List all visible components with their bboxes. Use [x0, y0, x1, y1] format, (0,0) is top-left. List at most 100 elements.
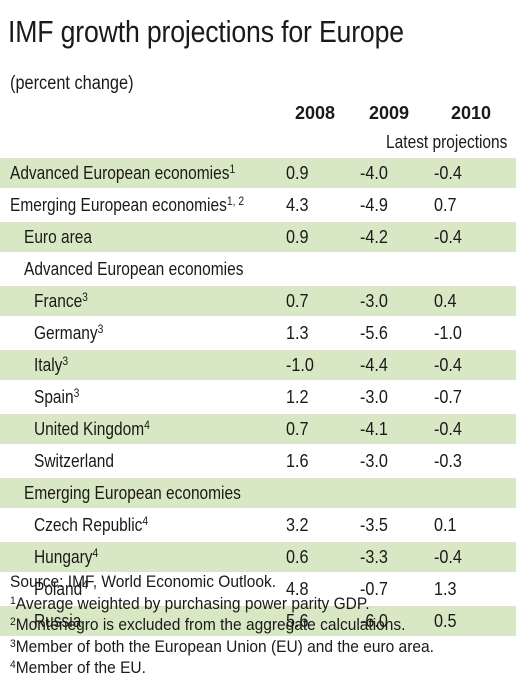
row-label-text: Poland4	[34, 577, 88, 599]
value-cell: 0.7	[278, 412, 352, 445]
value-cell: 1.3	[426, 572, 516, 605]
value-cell: -0.7	[352, 572, 426, 605]
cell-value: -5.6	[360, 322, 388, 343]
table-row: Spain3 1.2 -3.0 -0.7	[0, 380, 516, 413]
row-label-text: Czech Republic4	[34, 513, 149, 535]
source-note: Source: IMF, World Economic Outlook.	[10, 572, 434, 594]
cell-value: -6.0	[360, 610, 388, 631]
value-cell: -4.1	[352, 412, 426, 445]
row-label: United Kingdom4	[0, 412, 278, 445]
cell-value: 1.6	[286, 450, 309, 471]
cell-value: -3.0	[360, 450, 388, 471]
footnote-mark: 3	[82, 289, 88, 304]
row-label: Germany3	[0, 316, 278, 349]
footnote-mark: 4	[144, 417, 150, 432]
footnote-mark: 4	[142, 513, 149, 528]
footnote: 4Member of the EU.	[10, 658, 434, 680]
cell-value: -0.4	[434, 226, 462, 247]
cell-value: -3.0	[360, 290, 388, 311]
cell-value: -3.0	[360, 386, 388, 407]
value-cell	[278, 252, 352, 285]
table-row: Advanced European economies	[0, 252, 516, 285]
header-spacer	[0, 98, 278, 128]
table-row: Italy3 -1.0 -4.4 -0.4	[0, 348, 516, 381]
cell-value: 1.2	[286, 386, 309, 407]
footnote-text: Member of both the European Union (EU) a…	[15, 637, 434, 656]
column-header: 2009	[368, 102, 410, 123]
value-cell: 5.6	[278, 604, 352, 636]
footnote-text: Average weighted by purchasing power par…	[15, 594, 370, 613]
value-cell: 0.1	[426, 508, 516, 541]
footnote-mark: 1	[229, 161, 236, 176]
footnote-text: Montenegro is excluded from the aggregat…	[15, 616, 406, 634]
footnote: 3Member of both the European Union (EU) …	[10, 637, 434, 659]
cell-value: -4.2	[360, 226, 388, 247]
value-cell: 0.6	[278, 540, 352, 573]
value-cell: 4.8	[278, 572, 352, 605]
footnotes: Source: IMF, World Economic Outlook. 1Ave…	[10, 572, 461, 680]
value-cell: -0.7	[426, 380, 516, 413]
cell-value: -1.0	[434, 322, 462, 343]
subtitle: (percent change)	[10, 73, 134, 94]
value-cell: 3.2	[278, 508, 352, 541]
value-cell	[426, 476, 516, 509]
cell-value: 0.5	[434, 610, 457, 631]
value-cell: 0.5	[426, 604, 516, 636]
footnote-number: 1	[10, 594, 16, 607]
value-cell: 0.9	[278, 220, 352, 253]
row-label: Czech Republic4	[0, 508, 278, 541]
table-row: Germany3 1.3 -5.6 -1.0	[0, 316, 516, 349]
table-row: Hungary4 0.6 -3.3 -0.4	[0, 540, 516, 573]
row-label-text: Switzerland	[34, 450, 115, 471]
table-row: United Kingdom4 0.7 -4.1 -0.4	[0, 412, 516, 445]
cell-value: -3.3	[360, 546, 388, 567]
cell-value: -0.7	[360, 578, 388, 599]
footnote-mark: 4	[82, 577, 88, 592]
row-label-text: Emerging European economies	[24, 482, 241, 503]
cell-value: -0.4	[434, 162, 462, 183]
row-label: France3	[0, 284, 278, 317]
table-row: Emerging European economies1, 2 4.3 -4.9 0.…	[0, 188, 516, 221]
footnote-mark: 3	[97, 321, 104, 336]
value-cell: 1.3	[278, 316, 352, 349]
row-label-text: Germany3	[34, 321, 104, 343]
row-label: Poland4	[0, 572, 278, 605]
value-cell: -0.4	[426, 220, 516, 253]
row-label: Advanced European economies1	[0, 156, 278, 189]
row-label-text: United Kingdom4	[34, 417, 150, 439]
value-cell: 0.7	[426, 188, 516, 221]
cell-value: 4.3	[286, 194, 309, 215]
cell-value: -0.7	[434, 386, 462, 407]
cell-value: -4.0	[360, 162, 388, 183]
value-cell: 0.7	[278, 284, 352, 317]
cell-value: 0.1	[434, 514, 457, 535]
row-label-text: Hungary4	[34, 545, 99, 567]
cell-value: 0.6	[286, 546, 309, 567]
value-cell: -6.0	[352, 604, 426, 636]
row-label-text: Russia	[34, 610, 82, 631]
row-label: Emerging European economies1, 2	[0, 188, 278, 221]
projections-table: 2008 2009 2010 Latest projections Advanc…	[0, 98, 516, 636]
column-header: 2010	[450, 102, 492, 123]
projection-label-row: Latest projections	[0, 128, 516, 157]
value-cell: -1.0	[426, 316, 516, 349]
value-cell: -3.0	[352, 380, 426, 413]
row-label-text: Spain3	[34, 385, 80, 407]
row-label-text: Advanced European economies	[24, 258, 244, 279]
table-body: Advanced European economies1 0.9 -4.0 -0.4 E…	[0, 156, 516, 636]
value-cell: -3.0	[352, 444, 426, 477]
value-cell	[352, 252, 426, 285]
row-label-text: France3	[34, 289, 88, 311]
value-cell: -0.4	[426, 540, 516, 573]
row-label: Hungary4	[0, 540, 278, 573]
cell-value: 1.3	[434, 578, 457, 599]
row-label: Advanced European economies	[0, 252, 278, 285]
cell-value: -3.5	[360, 514, 388, 535]
row-label: Italy3	[0, 348, 278, 381]
value-cell: 0.4	[426, 284, 516, 317]
table-row: Emerging European economies	[0, 476, 516, 509]
cell-value: -0.4	[434, 354, 462, 375]
value-cell	[426, 252, 516, 285]
cell-value: 0.9	[286, 226, 309, 247]
cell-value: 0.7	[286, 290, 309, 311]
